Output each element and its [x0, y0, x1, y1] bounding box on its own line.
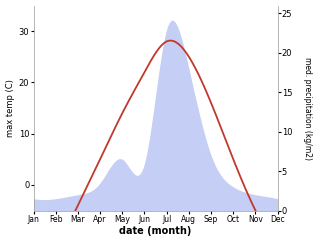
Y-axis label: med. precipitation (kg/m2): med. precipitation (kg/m2) [303, 57, 313, 159]
Y-axis label: max temp (C): max temp (C) [5, 79, 15, 137]
X-axis label: date (month): date (month) [119, 227, 192, 236]
